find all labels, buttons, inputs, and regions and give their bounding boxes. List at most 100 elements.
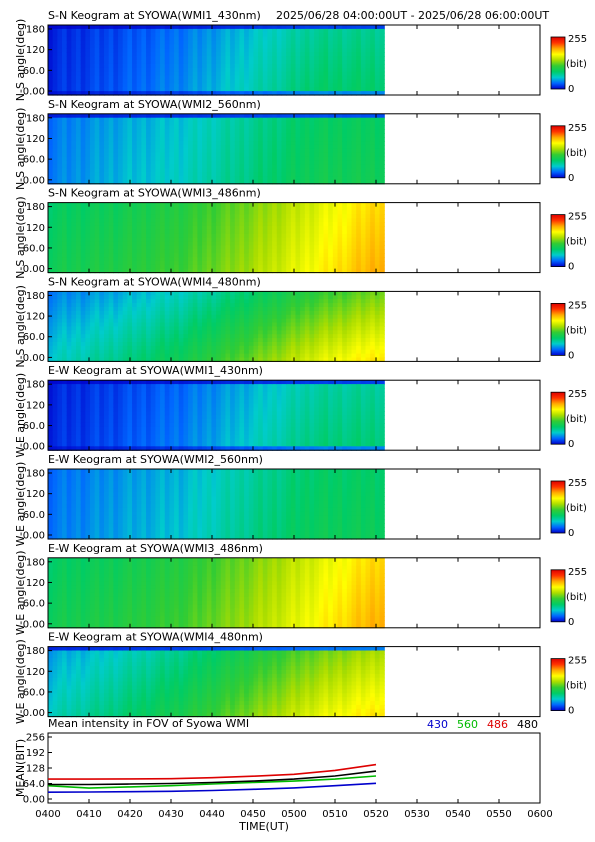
keogram-cell <box>48 222 54 227</box>
keogram-cell <box>85 338 91 343</box>
keogram-cell <box>360 133 367 138</box>
keogram-cell <box>141 125 147 130</box>
keogram-cell <box>356 202 362 208</box>
keogram-cell <box>76 338 82 343</box>
keogram-cell <box>174 353 180 359</box>
keogram-cell <box>239 179 245 185</box>
keogram-cell <box>290 168 297 173</box>
keogram-cell <box>160 156 166 162</box>
keogram-cell <box>99 291 105 296</box>
keogram-cell <box>286 214 292 219</box>
keogram-cell <box>314 79 320 84</box>
keogram-cell <box>300 133 306 138</box>
keogram-cell <box>351 253 357 258</box>
keogram-cell <box>80 299 86 304</box>
keogram-cell <box>267 83 273 88</box>
keogram-cell <box>281 253 287 258</box>
keogram-cell <box>374 48 381 53</box>
keogram-cell <box>211 67 217 73</box>
keogram-cell <box>286 172 292 177</box>
keogram-cell <box>85 71 91 77</box>
keogram-cell <box>155 63 161 69</box>
keogram-cell <box>239 330 245 335</box>
keogram-cell <box>281 314 287 320</box>
keogram-cell <box>141 202 147 208</box>
keogram-cell <box>290 152 297 158</box>
keogram-cell <box>272 83 278 88</box>
keogram-cell <box>290 338 297 343</box>
keogram-cell <box>300 303 306 308</box>
keogram-cell <box>48 206 54 211</box>
keogram-cell <box>379 202 385 208</box>
keogram-cell <box>286 36 292 42</box>
keogram-cell <box>244 129 250 134</box>
keogram-cell <box>197 36 203 42</box>
keogram-cell <box>188 144 194 150</box>
keogram-cell <box>309 32 315 38</box>
keogram-cell <box>127 303 133 308</box>
keogram-cell <box>337 91 343 96</box>
keogram-cell <box>206 172 213 177</box>
keogram-cell <box>360 222 367 227</box>
keogram-cell <box>230 257 236 262</box>
keogram-cell <box>57 210 63 215</box>
keogram-cell <box>66 322 72 327</box>
keogram-cell <box>342 257 348 262</box>
keogram-cell <box>52 345 58 351</box>
keogram-cell <box>127 334 133 339</box>
keogram-cell <box>225 179 231 185</box>
keogram-cell <box>230 32 236 38</box>
keogram-cell <box>248 67 255 73</box>
keogram-cell <box>136 28 142 34</box>
keogram-cell <box>136 202 142 208</box>
keogram-cell <box>104 125 110 130</box>
keogram-cell <box>118 260 124 266</box>
keogram-cell <box>76 249 82 254</box>
keogram-cell <box>108 268 114 274</box>
keogram-cell <box>253 87 259 92</box>
keogram-cell <box>104 121 110 127</box>
keogram-cell <box>337 160 343 165</box>
keogram-cell <box>90 218 96 223</box>
keogram-cell <box>253 44 259 49</box>
keogram-cell <box>323 176 329 181</box>
keogram-cell <box>295 60 301 65</box>
keogram-cell <box>351 83 357 88</box>
keogram-cell <box>164 179 171 185</box>
keogram-cell <box>169 125 175 130</box>
keogram-cell <box>360 172 367 177</box>
keogram-cell <box>188 71 194 77</box>
keogram-cell <box>230 137 236 142</box>
keogram-cell <box>90 306 96 312</box>
keogram-cell <box>206 303 213 308</box>
keogram-cell <box>85 67 91 73</box>
keogram-cell <box>342 241 348 246</box>
keogram-cell <box>379 25 385 30</box>
keogram-cell <box>108 241 114 246</box>
keogram-cell <box>323 172 329 177</box>
keogram-cell <box>225 214 231 219</box>
keogram-cell <box>244 40 250 46</box>
keogram-cell <box>267 91 273 96</box>
keogram-cell <box>202 326 208 331</box>
keogram-cell <box>295 338 301 343</box>
keogram-cell <box>206 326 213 331</box>
keogram-cell <box>76 310 82 316</box>
keogram-cell <box>276 160 283 165</box>
keogram-cell <box>90 164 96 169</box>
keogram-cell <box>48 341 54 347</box>
keogram-cell <box>178 357 185 362</box>
keogram-cell <box>337 222 343 227</box>
keogram-cell <box>104 32 110 38</box>
keogram-cell <box>356 152 362 158</box>
keogram-cell <box>164 129 171 134</box>
keogram-cell <box>164 241 171 246</box>
keogram-cell <box>267 25 273 30</box>
y-tick-label: 180 <box>26 202 45 213</box>
keogram-cell <box>370 152 376 158</box>
keogram-cell <box>94 322 100 327</box>
keogram-cell <box>337 268 343 274</box>
keogram-cell <box>62 253 68 258</box>
keogram-cell <box>253 137 259 142</box>
keogram-cell <box>178 52 185 57</box>
